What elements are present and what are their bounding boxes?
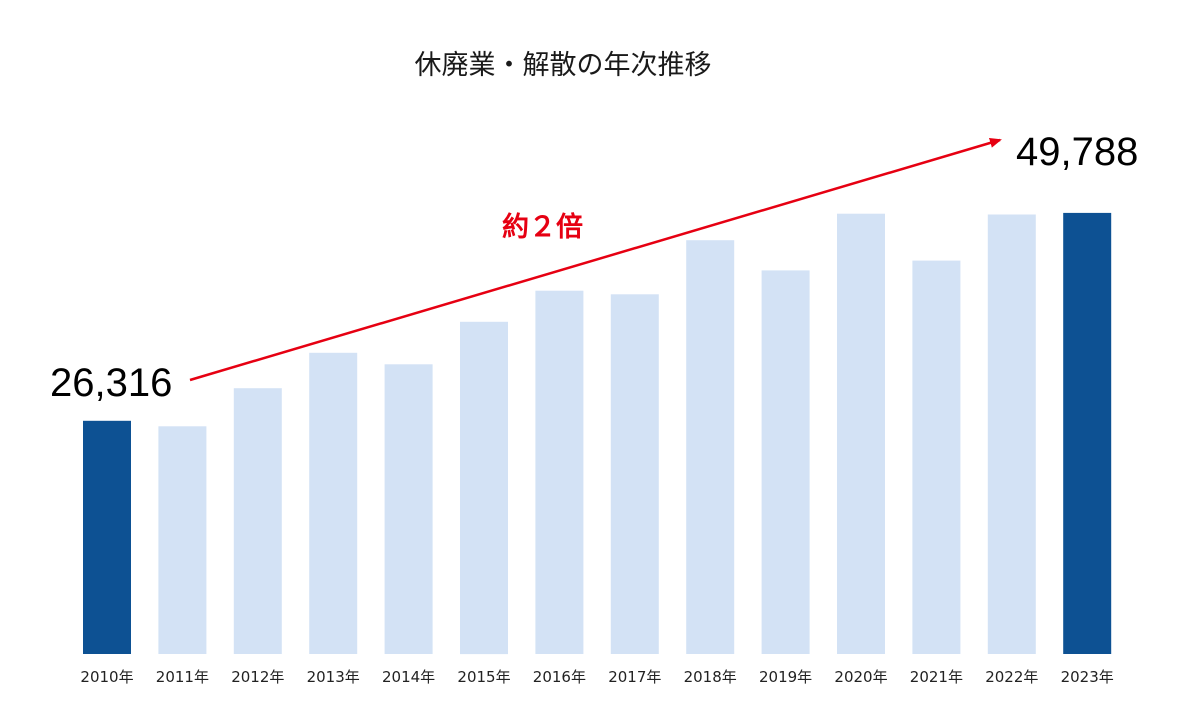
- x-tick-label: 2023年: [1061, 668, 1114, 686]
- bar-2011年: [158, 426, 207, 654]
- x-tick-label: 2014年: [382, 668, 435, 686]
- x-tick-label: 2015年: [457, 668, 510, 686]
- growth-annotation: 約２倍: [502, 211, 583, 243]
- x-axis-tick-labels: 2010年 2011年 2012年 2013年 2014年 2015年 2016年 2017年…: [80, 668, 1113, 686]
- bar-2012年: [233, 388, 282, 654]
- growth-arrow: [189, 138, 1002, 382]
- bar-2023年: [1063, 212, 1112, 654]
- bar-2017年: [610, 294, 659, 654]
- x-tick-label: 2013年: [307, 668, 360, 686]
- x-tick-label: 2012年: [231, 668, 284, 686]
- bar-2020年: [837, 213, 885, 654]
- end-value-label: 49,788: [1016, 130, 1138, 174]
- bar-2018年: [686, 240, 735, 654]
- x-tick-label: 2018年: [684, 668, 737, 686]
- x-tick-label: 2021年: [910, 668, 963, 686]
- bar-2010年: [83, 420, 131, 654]
- bar-2015年: [460, 321, 508, 655]
- bar-2021年: [912, 260, 961, 654]
- chart-title: 休廃業・解散の年次推移: [415, 50, 712, 81]
- start-value-label: 26,316: [50, 361, 172, 405]
- bar-2013年: [309, 352, 358, 654]
- x-tick-label: 2016年: [533, 668, 586, 686]
- bars-group: [83, 212, 1112, 655]
- bar-2022年: [987, 214, 1036, 654]
- x-tick-label: 2019年: [759, 668, 812, 686]
- x-tick-label: 2022年: [985, 668, 1038, 686]
- x-tick-label: 2020年: [834, 668, 887, 686]
- x-tick-label: 2017年: [608, 668, 661, 686]
- bar-2019年: [761, 270, 810, 654]
- x-tick-label: 2011年: [156, 668, 209, 686]
- bar-2016年: [535, 290, 584, 654]
- x-tick-label: 2010年: [80, 668, 133, 686]
- bar-2014年: [384, 364, 433, 654]
